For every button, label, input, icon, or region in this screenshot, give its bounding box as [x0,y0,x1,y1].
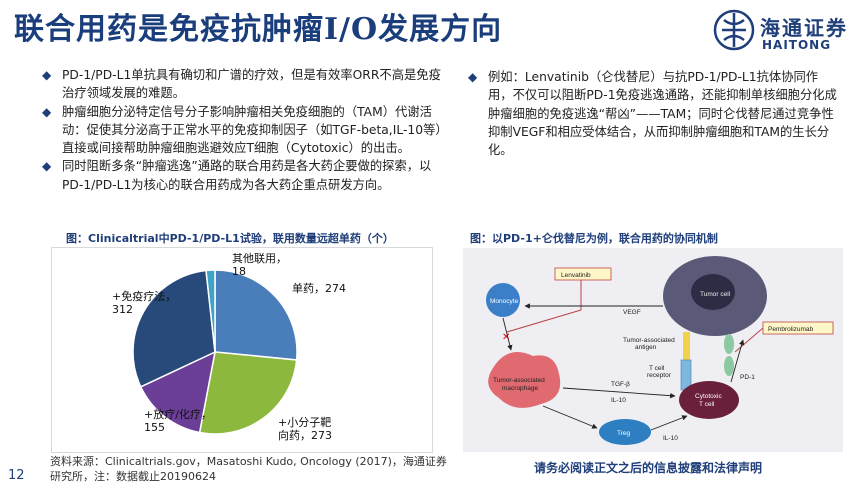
treg-to-t-cell-arrow [650,415,688,431]
tam-label-line1: Tumor-associated [493,377,545,384]
tgf-label: TGF-β [611,381,630,388]
haitong-emblem-icon [713,9,755,51]
lenvatinib-inhibit-line [506,309,582,333]
diagram-caption: 图：以PD-1+仑伐替尼为例，联合用药的协同机制 [470,232,718,245]
treg-label: Treg [617,430,631,437]
right-bullet-list: ◆ 例如：Lenvatinib（仑伐替尼）与抗PD-1/PD-L1抗体协同作用，… [466,68,842,159]
bullet-item: ◆ 例如：Lenvatinib（仑伐替尼）与抗PD-1/PD-L1抗体协同作用，… [466,68,842,159]
cytotoxic-label-line2: T cell [699,401,715,408]
pie-data-label: 其他联用， 18 [232,252,287,278]
tumor-cell-label: Tumor cell [700,291,731,298]
pie-chart-panel: 单药，274 +小分子靶向药，273 +放疗/化疗， 155 +免疫疗法， 312 其他联用… [52,248,432,452]
diamond-bullet-icon: ◆ [468,70,478,84]
antigen-label-line1: Tumor-associated [623,337,675,344]
tumor-cell-nucleus [691,274,735,310]
lenvatinib-box [554,267,612,281]
antigen-label-line2: antigen [635,344,657,351]
tcr-label-line1: T cell [649,365,665,372]
haitong-logo: 海通证券 HAITONG [712,8,852,56]
pie-slice [198,351,298,435]
pd1-shape [724,356,734,376]
bullet-item: ◆ 肿瘤细胞分泌特定信号分子影响肿瘤相关免疫细胞的（TAM）代谢活动：促使其分泌… [40,103,445,158]
monocyte-label: Monocyte [490,298,519,305]
antigen-stem [683,332,690,360]
pie-chart: 单药，274 +小分子靶向药，273 +放疗/化疗， 155 +免疫疗法， 312 其他联用… [112,252,346,442]
bullet-text: PD-1/PD-L1单抗具有确切和广谱的疗效，但是有效率ORR不高是免疫治疗领域… [62,68,441,101]
pie-data-label: +放疗/化疗， 155 [144,407,212,434]
mechanism-diagram-svg: Tumor cell Monocyte Lenvatinib ✕ VEGF Tu… [486,256,834,445]
source-note: 资料来源：Clinicaltrials.gov，Masatoshi Kudo, … [50,455,447,483]
mechanism-diagram: Tumor cell Monocyte Lenvatinib ✕ VEGF Tu… [463,248,843,452]
monocyte-diff-arrow [502,317,513,351]
cytotoxic-label-line1: Cytotoxic [695,393,722,400]
pie-data-label: +免疫疗法， 312 [112,289,176,316]
vegf-label: VEGF [623,309,641,316]
pembrolizumab-line [734,327,764,353]
pie-slice [205,269,216,353]
left-bullet-list: ◆ PD-1/PD-L1单抗具有确切和广谱的疗效，但是有效率ORR不高是免疫治疗… [40,66,445,194]
tam-shape [488,352,561,408]
bullet-item: ◆ PD-1/PD-L1单抗具有确切和广谱的疗效，但是有效率ORR不高是免疫治疗… [40,66,445,103]
page-number: 12 [8,468,25,483]
tgf-arrow [562,387,676,399]
legal-disclaimer: 请务必阅读正文之后的信息披露和法律声明 [534,461,763,475]
il10-label-upper: IL-10 [611,397,626,404]
tam-to-treg-arrow [542,405,598,429]
pdl1-shape [724,334,734,354]
logo-text-en: HAITONG [762,38,832,52]
t-cell-to-tumor-arrow [730,339,745,383]
pd1-label: PD-1 [740,374,755,381]
pie-data-label: 单药，274 [292,282,346,295]
bullet-text: 例如：Lenvatinib（仑伐替尼）与抗PD-1/PD-L1抗体协同作用，不仅… [488,70,837,158]
lenvatinib-label: Lenvatinib [561,272,591,279]
diamond-bullet-icon: ◆ [42,104,52,119]
monocyte-shape [486,283,520,317]
pie-slice [214,269,298,361]
bullet-text: 肿瘤细胞分泌特定信号分子影响肿瘤相关免疫细胞的（TAM）代谢活动：促使其分泌高于… [62,104,442,156]
treg-shape [599,419,651,445]
block-mark-icon: ✕ [502,332,510,343]
tcr-label-line2: receptor [647,372,672,379]
chart-caption: 图：Clinicaltrial中PD-1/PD-L1试验，联用数量远超单药（个） [66,232,394,245]
page-title: 联合用药是免疫抗肿瘤I/O发展方向 [14,12,503,47]
pie-slice [132,269,216,388]
diamond-bullet-icon: ◆ [42,159,52,174]
cytotoxic-t-cell-shape [679,381,739,419]
pembrolizumab-label: Pembrolizumab [768,326,814,333]
tam-label-line2: macrophage [502,385,539,392]
pie-slice [139,350,217,434]
tcr-shape [680,359,692,391]
pie-data-label: +小分子靶向药，273 [278,416,332,442]
logo-text-cn: 海通证券 [760,16,848,40]
bullet-item: ◆ 同时阻断多条“肿瘤逃逸”通路的联合用药是各大药企要做的探索，以PD-1/PD… [40,157,445,194]
il10-label-lower: IL-10 [663,435,678,442]
diamond-bullet-icon: ◆ [42,68,52,82]
bullet-text: 同时阻断多条“肿瘤逃逸”通路的联合用药是各大药企要做的探索，以PD-1/PD-L… [62,159,432,192]
